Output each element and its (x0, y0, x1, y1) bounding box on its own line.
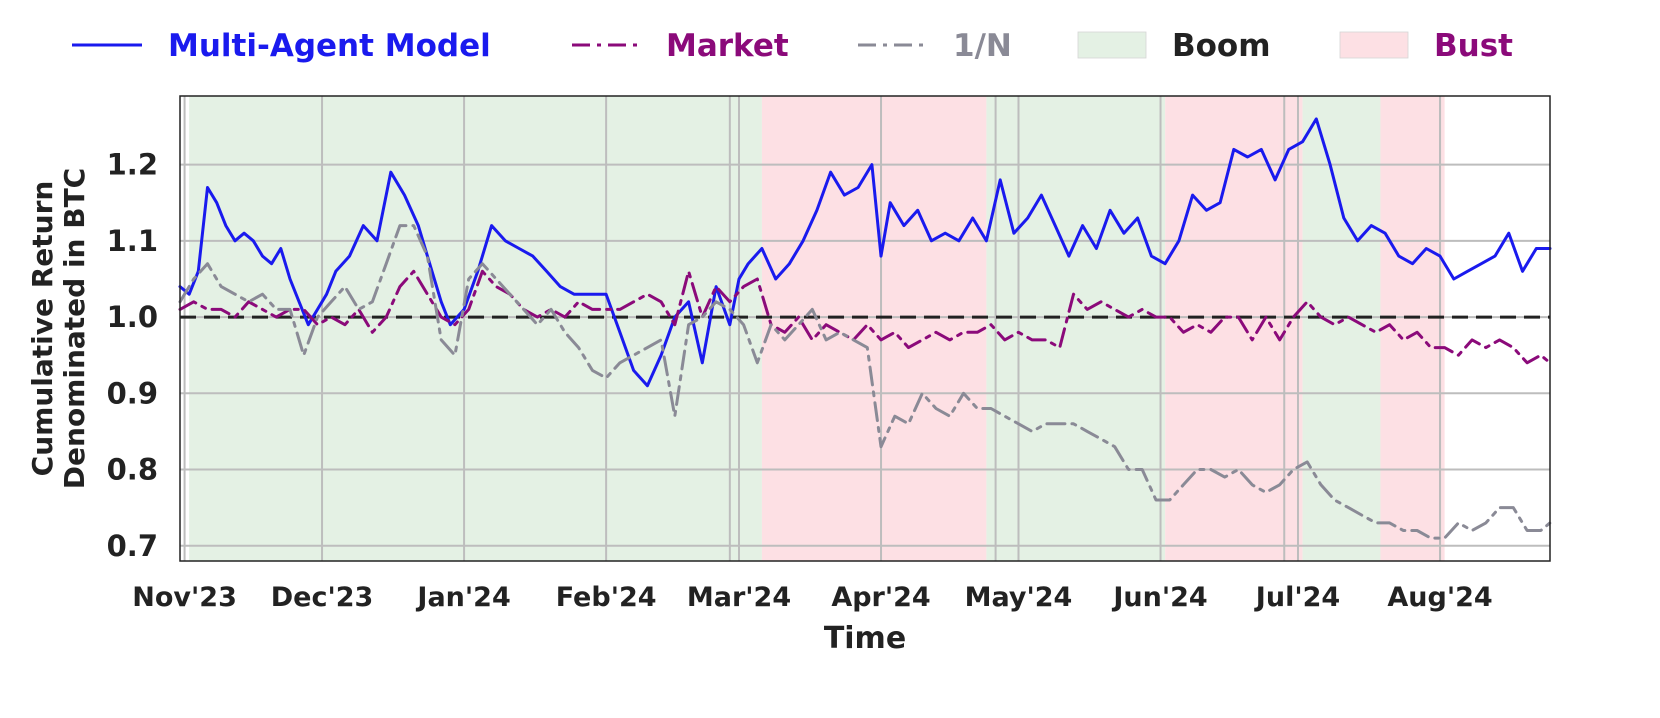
legend-label-boom: Boom (1172, 28, 1271, 64)
x-tick-label: Jan'24 (415, 582, 510, 613)
y-tick-label: 1.2 (107, 148, 158, 182)
plot-frame (179, 95, 1551, 562)
x-tick-label: Feb'24 (556, 582, 657, 613)
series-line-multi-agent-model (178, 117, 1552, 388)
legend-label-bust: Bust (1434, 28, 1513, 64)
x-tick-label: May'24 (965, 582, 1073, 613)
regime-bands (189, 96, 1445, 561)
y-axis-title-line: Cumulative Return (26, 181, 59, 477)
x-axis-title: Time (824, 621, 906, 656)
y-tick-label: 1.1 (107, 224, 158, 258)
y-tick-label: 0.8 (107, 453, 158, 487)
x-tick-label: Aug'24 (1387, 582, 1492, 613)
legend-swatch-boom (1077, 31, 1147, 59)
boom-band-4 (1302, 96, 1381, 561)
x-tick-label: Nov'23 (132, 582, 237, 613)
bust-band-5 (1380, 96, 1445, 561)
series-lines (178, 117, 1552, 540)
y-tick-labels: 0.7 0.8 0.9 1.0 1.1 1.2 (107, 148, 158, 563)
x-tick-labels: Nov'23 Dec'23 Jan'24 Feb'24 Mar'24 Apr'24 May'… (132, 582, 1492, 613)
legend-label-mam: Multi-Agent Model (168, 28, 491, 64)
y-tick-label: 0.7 (107, 529, 158, 563)
x-tick-label: Mar'24 (687, 582, 791, 613)
x-tick-label: Apr'24 (831, 582, 930, 613)
y-tick-label: 0.9 (107, 376, 158, 410)
y-axis-title: Cumulative ReturnDenominated in BTC (26, 168, 91, 489)
series-line-market (178, 269, 1552, 365)
x-tick-label: Jun'24 (1111, 582, 1207, 613)
x-tick-label: Jul'24 (1254, 582, 1340, 613)
legend-swatch-bust (1339, 31, 1409, 59)
legend-label-market: Market (666, 28, 789, 64)
y-tick-label: 1.0 (107, 300, 158, 334)
series-line-1-n (178, 224, 1552, 540)
legend-label-onen: 1/N (953, 28, 1012, 64)
legend: Multi-Agent Model Market 1/N Boom Bust (72, 28, 1513, 64)
boom-band-0 (189, 96, 762, 561)
x-tick-label: Dec'23 (271, 582, 374, 613)
grid-lines (180, 96, 1550, 561)
boom-band-2 (986, 96, 1166, 561)
y-axis-title-line: Denominated in BTC (58, 168, 91, 489)
y-axis-title-text: Cumulative ReturnDenominated in BTC (26, 168, 91, 489)
